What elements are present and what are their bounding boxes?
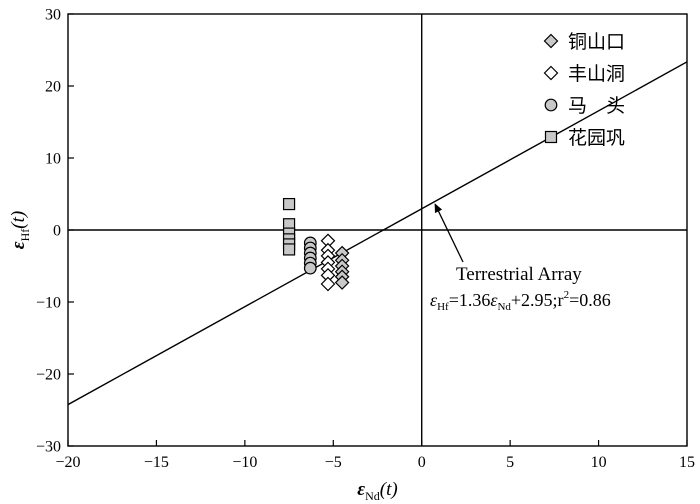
- y-tick-label: −20: [36, 367, 61, 384]
- data-point: [282, 197, 296, 211]
- series-4: [282, 197, 296, 256]
- axes: −20 −15 −10 −5 0 5 10 15−30−20−100102030εNd(t)ε…: [8, 7, 695, 504]
- y-axis-subscript: Hf: [18, 229, 32, 242]
- y-tick-label: 20: [45, 79, 61, 96]
- y-axis-suffix: (t): [8, 211, 29, 229]
- y-axis-symbol: ε: [8, 241, 29, 249]
- legend-marker: [543, 33, 559, 49]
- y-tick-label: −30: [36, 439, 61, 456]
- y-tick-label: 10: [45, 151, 61, 168]
- legend-item: 丰山洞: [543, 63, 625, 85]
- plot-area: Terrestrial ArrayεHf=1.36εNd+2.95;r2=0.8…: [68, 14, 687, 446]
- equation-slope: =1.36: [449, 290, 491, 310]
- x-tick-label: −20: [55, 454, 80, 471]
- x-tick-label: 0: [418, 454, 426, 471]
- x-tick-label: 10: [591, 454, 607, 471]
- x-tick-label: −15: [144, 454, 169, 471]
- legend-marker: [543, 65, 559, 81]
- data-point: [334, 275, 350, 290]
- legend-label: 花园巩: [568, 127, 625, 149]
- series-3: [303, 236, 317, 275]
- y-axis-label: εHf(t): [8, 211, 32, 249]
- legend-label: 马 头: [568, 95, 625, 117]
- data-point: [303, 261, 317, 275]
- terrestrial-array-line: [68, 61, 687, 406]
- equation-epsilon-nd: ε: [490, 290, 498, 310]
- legend-marker: [544, 98, 558, 112]
- equation-superscript: 2: [564, 289, 570, 301]
- x-tick-label: −10: [232, 454, 257, 471]
- regression-equation: εHf=1.36εNd+2.95;r2=0.86: [430, 289, 611, 313]
- series-2: [320, 233, 336, 292]
- terrestrial-array-label: Terrestrial Array: [456, 264, 582, 285]
- x-axis-subscript: Nd: [365, 489, 380, 503]
- plot-clip-group: [68, 14, 687, 446]
- legend-item: 花园巩: [544, 127, 625, 149]
- equation-intercept: +2.95;r: [511, 290, 564, 310]
- data-point: [320, 276, 336, 292]
- y-tick-label: 0: [53, 223, 61, 240]
- legend-marker: [544, 130, 558, 144]
- equation-epsilon-hf: ε: [430, 290, 438, 310]
- equation-sub-hf: Hf: [437, 301, 449, 313]
- equation-sub-nd: Nd: [497, 301, 511, 313]
- x-axis-suffix: (t): [380, 479, 398, 500]
- x-tick-label: 15: [679, 454, 695, 471]
- legend-label: 铜山口: [568, 31, 625, 53]
- x-axis-symbol: ε: [357, 479, 365, 500]
- annotation-arrow: [434, 203, 464, 263]
- equation-r2: =0.86: [569, 290, 611, 310]
- series-1: [334, 245, 350, 290]
- x-tick-label: 5: [506, 454, 514, 471]
- y-tick-label: −10: [36, 295, 61, 312]
- legend-item: 马 头: [544, 95, 625, 117]
- y-tick-label: 30: [45, 7, 61, 24]
- data-point: [282, 243, 296, 256]
- legend-label: 丰山洞: [568, 63, 625, 85]
- legend-item: 铜山口: [543, 31, 625, 53]
- x-axis-label: εNd(t): [357, 479, 397, 503]
- x-tick-label: −5: [325, 454, 342, 471]
